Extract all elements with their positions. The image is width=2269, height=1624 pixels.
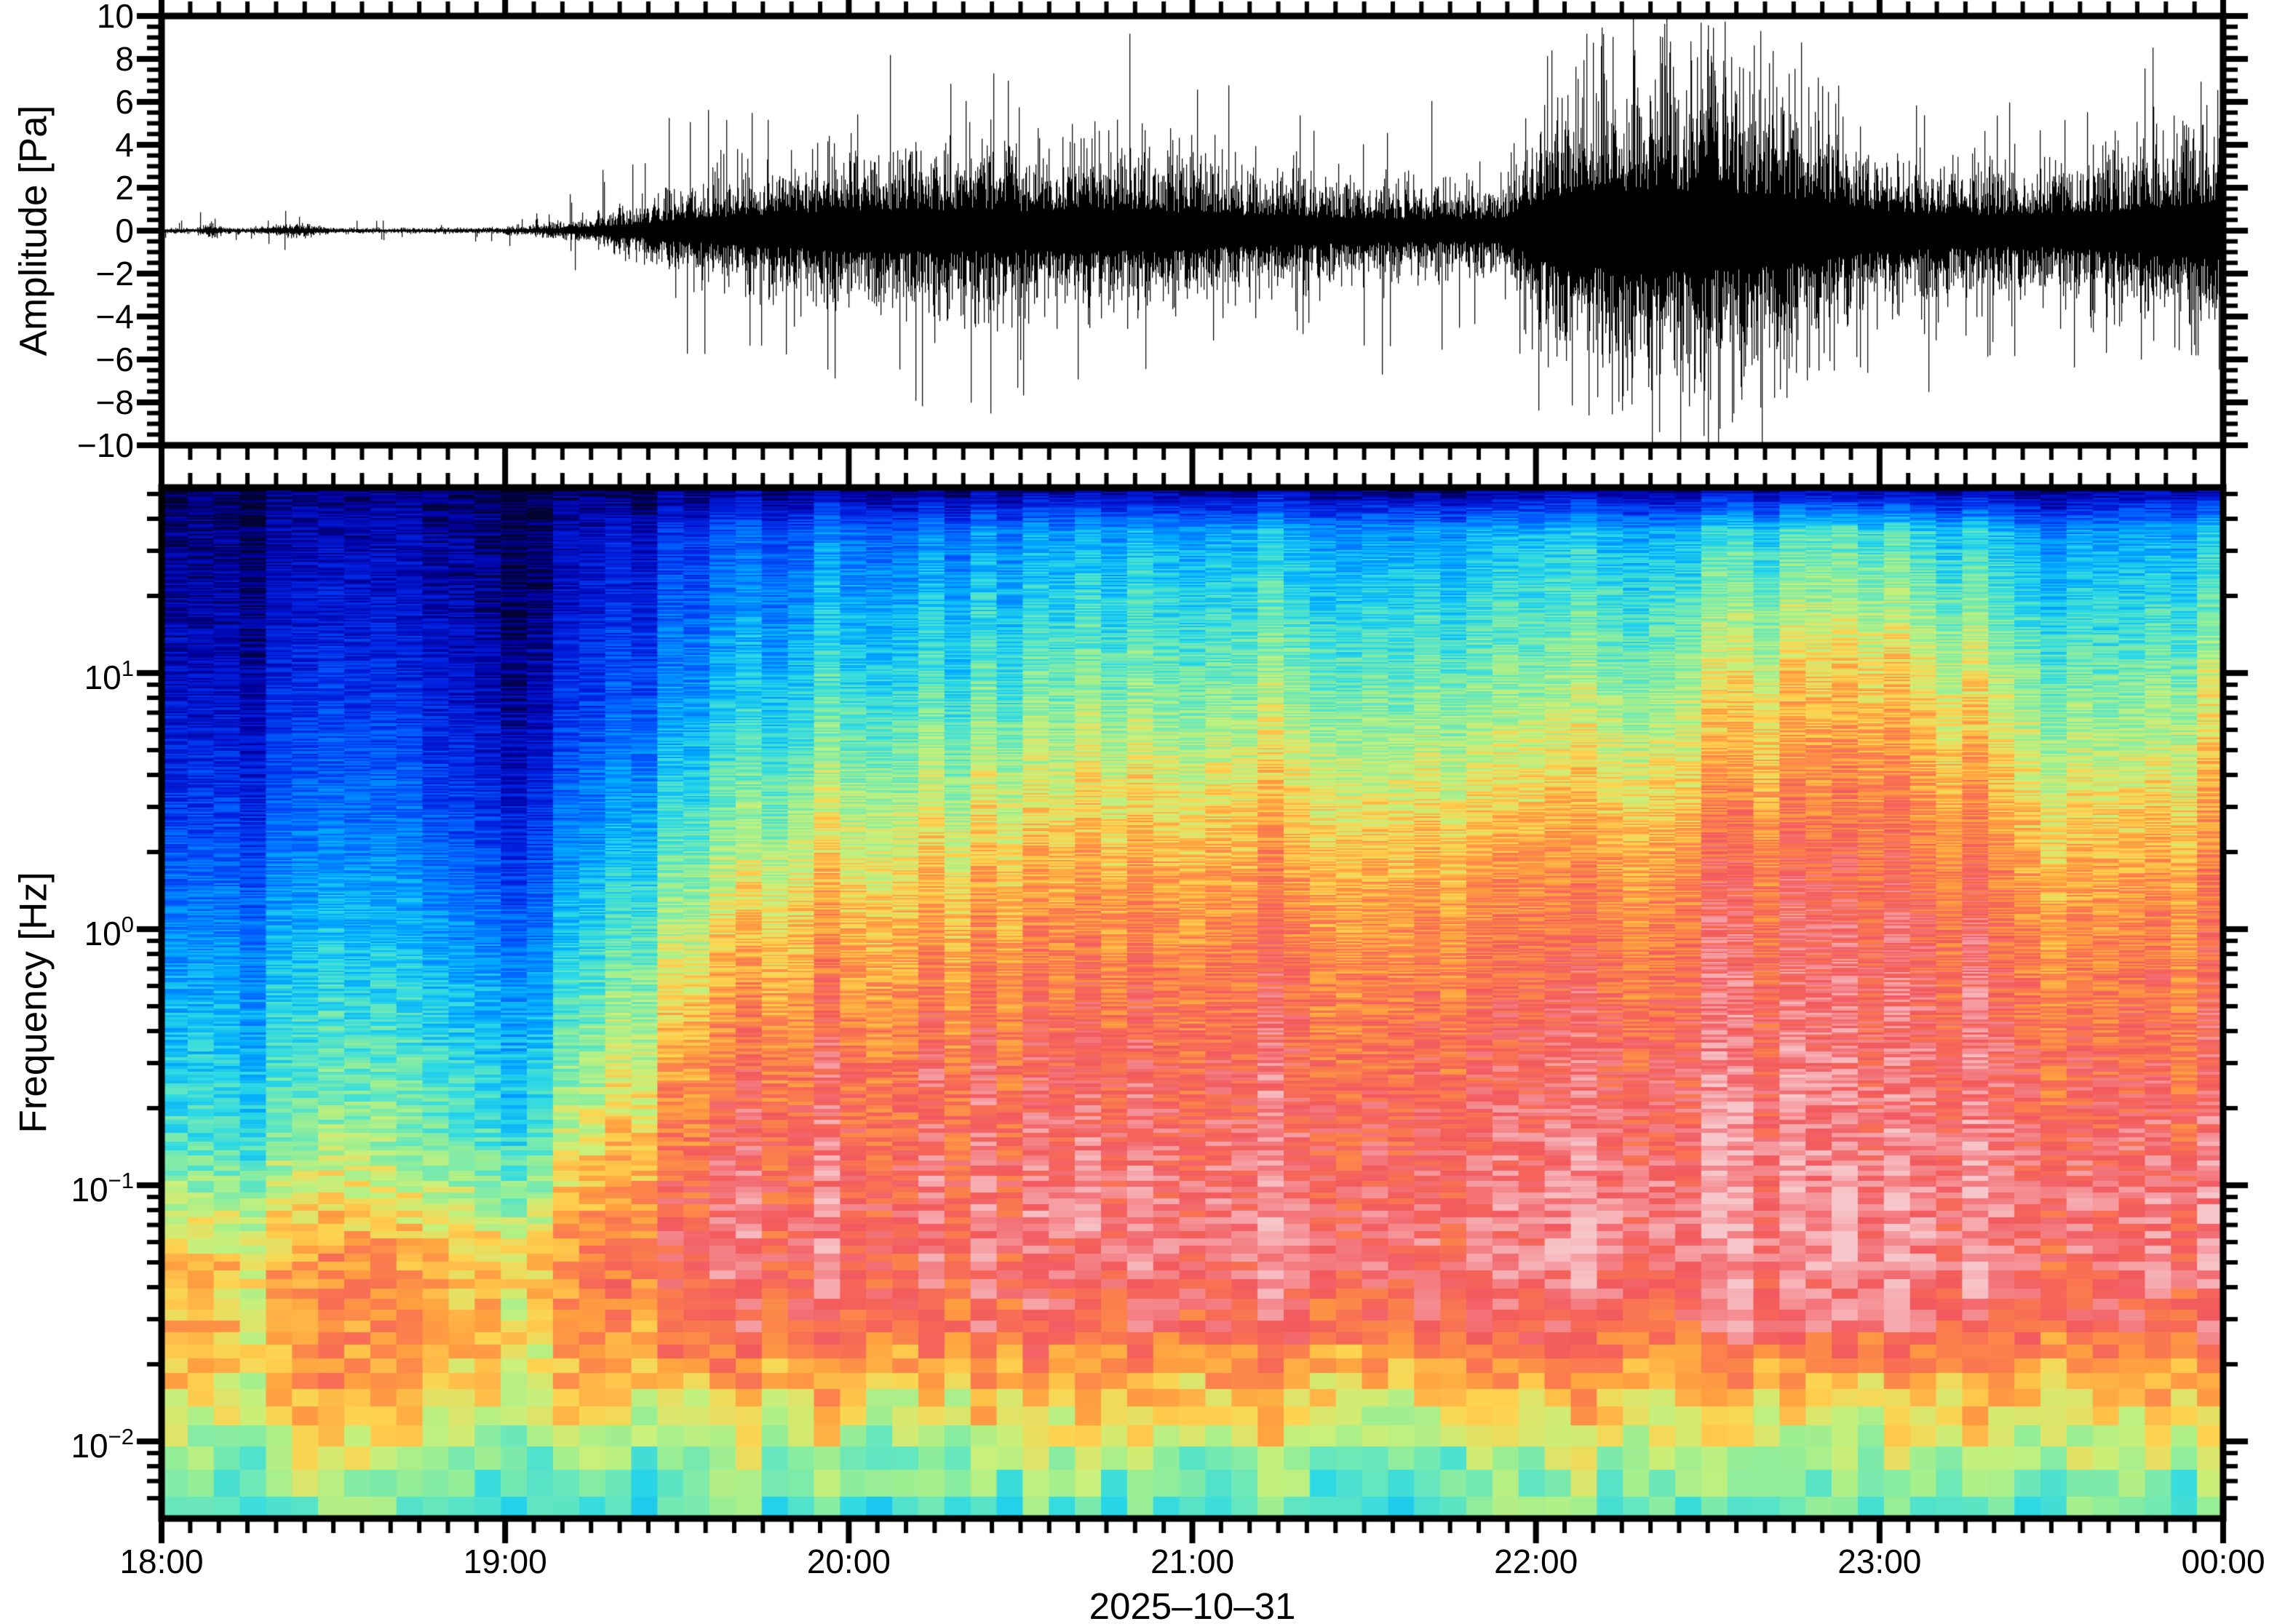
amplitude-waveform-canvas: [0, 0, 2269, 471]
spectrogram-canvas: [0, 466, 2269, 1624]
amplitude-tick-label: 2: [115, 169, 134, 207]
time-tick-label: 18:00: [119, 1543, 204, 1580]
frequency-tick-label: 10−1: [71, 1168, 134, 1209]
frequency-tick-label: 100: [84, 911, 134, 952]
frequency-tick-label: 10−2: [71, 1424, 134, 1465]
date-label: 2025–10–31: [1089, 1585, 1296, 1624]
amplitude-tick-label: −10: [76, 426, 134, 464]
amplitude-tick-label: −8: [95, 383, 134, 421]
frequency-tick-label: 101: [84, 655, 134, 696]
time-tick-label: 21:00: [1150, 1543, 1235, 1580]
amplitude-tick-label: −4: [95, 298, 134, 335]
amplitude-tick-label: 10: [96, 0, 134, 35]
amplitude-tick-label: −2: [95, 255, 134, 292]
amplitude-tick-label: −6: [95, 341, 134, 378]
time-tick-label: 00:00: [2181, 1543, 2265, 1580]
amplitude-tick-label: 6: [115, 83, 134, 121]
amplitude-tick-label: 0: [115, 212, 134, 250]
amplitude-tick-label: 8: [115, 40, 134, 78]
time-tick-label: 20:00: [806, 1543, 891, 1580]
amplitude-tick-label: 4: [115, 126, 134, 164]
time-tick-label: 22:00: [1494, 1543, 1578, 1580]
time-tick-label: 23:00: [1837, 1543, 1922, 1580]
time-tick-label: 19:00: [463, 1543, 547, 1580]
